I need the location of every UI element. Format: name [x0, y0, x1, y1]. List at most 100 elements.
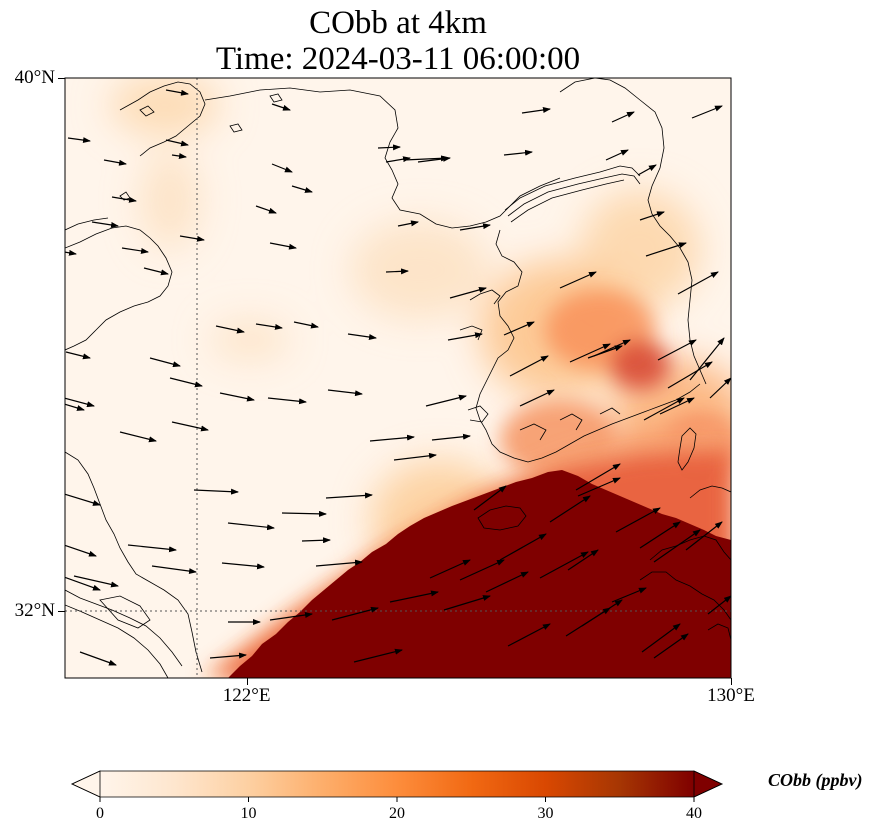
wind-arrow	[171, 153, 187, 159]
wind-arrow	[559, 271, 597, 289]
wind-vectors	[65, 89, 731, 666]
wind-arrow	[143, 267, 169, 276]
wind-arrow	[291, 185, 313, 193]
wind-arrow	[641, 623, 681, 653]
wind-arrow	[65, 544, 97, 557]
wind-arrow	[667, 361, 713, 389]
wind-arrow	[65, 351, 91, 360]
colorbar-tick-label-10: 10	[240, 805, 257, 822]
wind-arrow	[519, 389, 555, 407]
map-title-line-1: CObb at 4km	[309, 5, 487, 41]
wind-arrow	[611, 111, 635, 123]
wind-arrow	[707, 595, 731, 615]
wind-arrow	[397, 220, 419, 227]
wind-arrow	[111, 196, 137, 203]
wind-arrow	[615, 507, 661, 533]
wind-arrow	[267, 397, 307, 405]
wind-arrow	[709, 377, 731, 399]
wind-arrow	[165, 89, 189, 96]
wind-arrow	[659, 397, 695, 415]
wind-arrow	[473, 485, 507, 511]
wind-arrow	[327, 389, 363, 397]
wind-arrow	[605, 149, 629, 161]
wind-arrow	[593, 339, 631, 357]
wind-arrow	[293, 321, 319, 329]
wind-arrow	[521, 107, 551, 114]
wind-arrow	[73, 575, 119, 588]
wind-arrow	[587, 345, 623, 359]
wind-arrow	[611, 587, 647, 603]
wind-arrow	[569, 343, 611, 363]
gridlines	[65, 78, 731, 678]
wind-arrow	[65, 576, 101, 591]
wind-arrow	[539, 551, 589, 579]
wind-arrow	[499, 533, 547, 561]
lon-label-130: 130°E	[707, 685, 755, 706]
wind-arrow	[639, 521, 681, 549]
wind-arrow	[65, 397, 95, 408]
wind-arrow	[119, 431, 157, 443]
wind-arrow	[91, 221, 119, 228]
wind-arrow	[643, 397, 685, 421]
wind-arrow	[417, 155, 451, 163]
wind-arrow	[447, 332, 483, 341]
lat-label-40: 40°N	[14, 67, 55, 88]
wind-arrow	[403, 155, 449, 162]
colorbar-extend-low	[71, 770, 101, 798]
wind-arrow	[459, 559, 505, 581]
map-frame	[64, 77, 732, 679]
wind-arrow	[171, 421, 209, 432]
concentration-field	[65, 78, 731, 678]
wind-arrow	[657, 339, 697, 361]
wind-arrow	[65, 403, 85, 411]
wind-arrow	[369, 434, 415, 442]
wind-arrow	[385, 268, 409, 275]
wind-arrow	[103, 159, 127, 166]
wind-arrow	[431, 433, 471, 441]
wind-arrow	[219, 392, 255, 402]
wind-arrow	[347, 333, 377, 340]
wind-arrow	[443, 595, 491, 611]
wind-arrow	[507, 623, 551, 647]
wind-arrow	[79, 651, 117, 666]
wind-arrow	[325, 492, 373, 499]
wind-arrow	[637, 164, 657, 176]
wind-arrow	[65, 249, 77, 256]
wind-arrow	[549, 495, 591, 523]
wind-arrow	[691, 105, 723, 119]
wind-arrow	[425, 394, 467, 407]
wind-arrow	[577, 477, 621, 497]
wind-arrow	[315, 559, 363, 567]
wind-arrow	[459, 223, 491, 231]
wind-arrow	[393, 452, 437, 461]
wind-arrow	[215, 325, 245, 334]
wind-arrow	[269, 242, 297, 250]
colorbar-extend-high	[693, 770, 723, 798]
lon-tick-122	[246, 678, 248, 685]
coastlines	[65, 78, 731, 678]
wind-arrow	[179, 235, 205, 242]
wind-arrow	[165, 139, 189, 147]
lat-tick-32	[58, 611, 65, 613]
lon-tick-130	[731, 678, 732, 685]
wind-arrow	[485, 571, 529, 593]
colorbar-tick-label-40: 40	[686, 805, 702, 822]
wind-arrow	[65, 493, 101, 506]
wind-arrow	[281, 510, 327, 517]
wind-arrow	[645, 242, 687, 257]
wind-arrow	[653, 529, 701, 563]
wind-arrow	[221, 562, 265, 570]
wind-arrow	[227, 522, 275, 531]
wind-arrow	[581, 599, 623, 627]
colorbar-fill	[100, 771, 694, 797]
lat-label-32: 32°N	[14, 600, 55, 622]
wind-arrow	[429, 559, 471, 579]
lon-label-122: 122°E	[222, 685, 271, 706]
wind-arrow	[389, 590, 439, 603]
wind-arrow	[503, 149, 533, 156]
lat-tick-40	[58, 78, 65, 79]
wind-arrow	[689, 337, 725, 381]
field-high-plume	[228, 470, 731, 678]
wind-arrow	[269, 612, 313, 621]
